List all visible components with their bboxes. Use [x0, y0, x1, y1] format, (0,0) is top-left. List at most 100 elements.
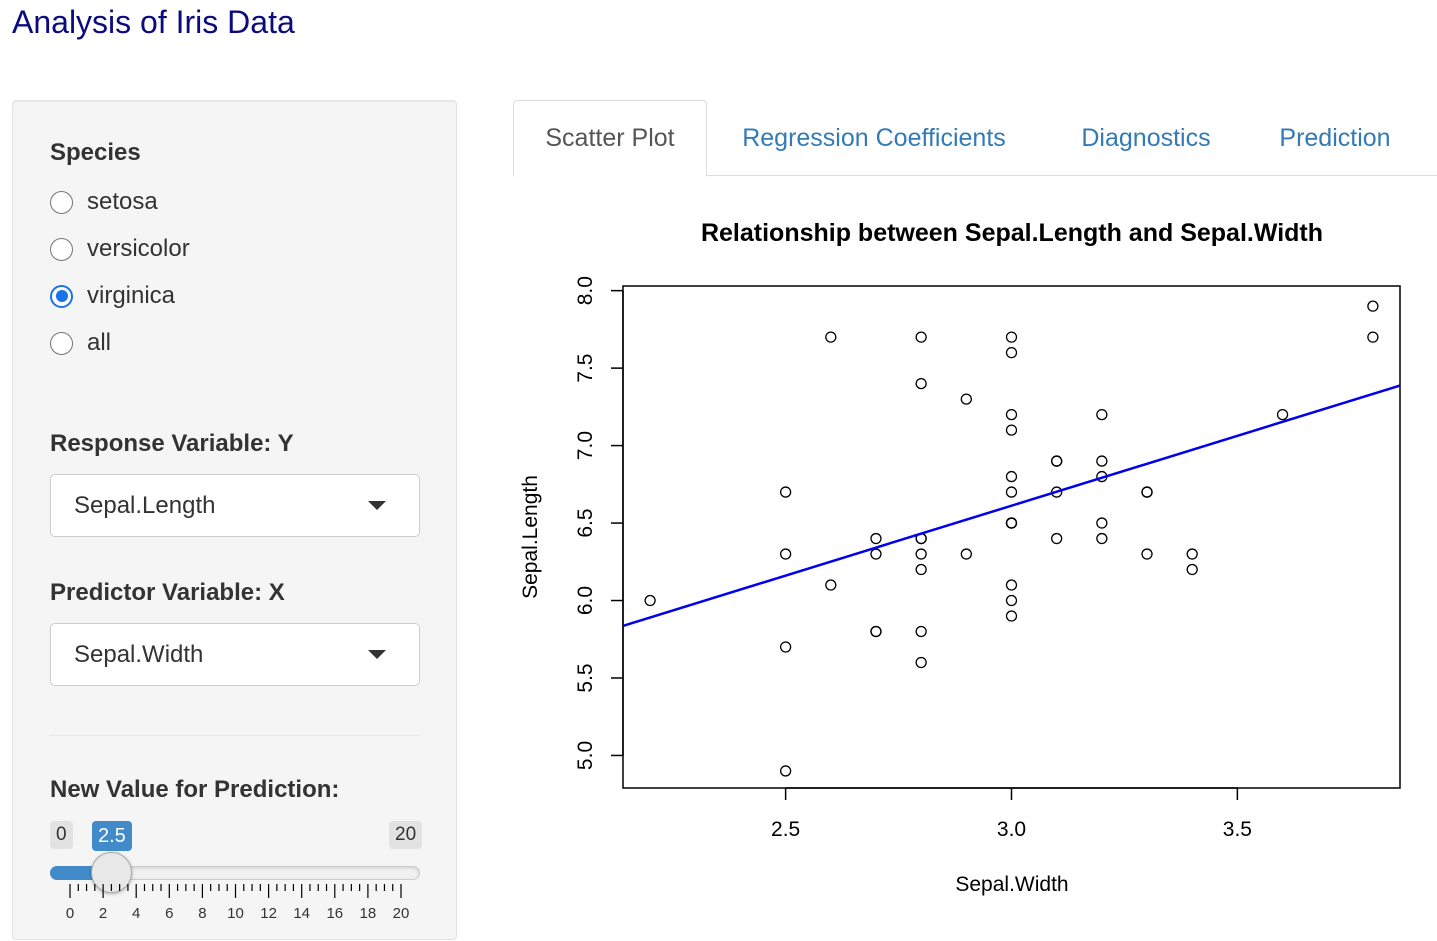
tab-scatter-plot[interactable]: Scatter Plot — [513, 100, 707, 177]
predictor-variable-label: Predictor Variable: X — [50, 579, 285, 606]
data-point — [825, 331, 837, 343]
slider-tick-label: 8 — [198, 905, 207, 922]
slider-tick-label: 14 — [293, 905, 311, 922]
radio-button-icon[interactable] — [50, 331, 73, 355]
y-tick-label: 6.5 — [574, 508, 597, 537]
x-tick-label: 3.5 — [1223, 818, 1252, 841]
data-point — [779, 486, 792, 498]
data-point — [915, 377, 927, 390]
section-divider — [50, 735, 420, 736]
tab-bar: Scatter Plot Regression Coefficients Dia… — [513, 100, 1437, 177]
slider-tick-label: 18 — [359, 905, 377, 922]
data-point — [915, 656, 927, 669]
slider-tick-label: 4 — [132, 905, 141, 922]
y-tick-label: 7.0 — [574, 431, 597, 460]
y-tick-label: 5.0 — [574, 741, 597, 770]
caret-down-icon[interactable] — [368, 650, 386, 659]
data-point — [779, 641, 792, 653]
radio-button-checked-icon[interactable] — [50, 284, 73, 308]
data-point — [1096, 455, 1108, 467]
data-point — [1186, 563, 1198, 576]
slider-tick-label: 6 — [165, 905, 174, 922]
tab-prediction[interactable]: Prediction — [1279, 123, 1391, 152]
response-variable-select[interactable]: Sepal.Length — [50, 474, 420, 537]
slider-tick-label: 2 — [98, 905, 108, 922]
data-point — [1141, 486, 1153, 498]
data-point — [870, 625, 882, 638]
radio-setosa[interactable]: setosa — [50, 187, 158, 217]
radio-label: versicolor — [87, 235, 190, 262]
radio-label: virginica — [87, 282, 176, 309]
data-point — [779, 548, 792, 560]
data-point — [960, 393, 972, 405]
response-variable-label: Response Variable: Y — [50, 430, 294, 457]
data-point — [1096, 517, 1108, 529]
data-point — [915, 625, 927, 638]
data-point — [915, 563, 927, 576]
data-point — [644, 594, 656, 607]
radio-all[interactable]: all — [50, 328, 111, 358]
data-point — [1005, 470, 1018, 483]
slider-ticks — [69, 884, 402, 898]
data-point — [1005, 331, 1018, 343]
predictor-variable-select[interactable]: Sepal.Width — [50, 623, 420, 686]
data-point — [1367, 331, 1379, 343]
slider-tick-label: 0 — [65, 905, 75, 922]
y-axis-label: Sepal.Length — [519, 475, 542, 599]
slider-tick-label: 20 — [392, 905, 410, 922]
data-point — [1096, 408, 1108, 421]
radio-label: setosa — [87, 188, 158, 215]
data-point — [1051, 455, 1063, 467]
app-title: Analysis of Iris Data — [12, 4, 295, 40]
data-point — [870, 532, 882, 545]
tab-regression-coefficients[interactable]: Regression Coefficients — [742, 123, 1006, 152]
data-point — [1096, 532, 1108, 545]
radio-button-icon[interactable] — [50, 190, 73, 214]
slider-tick-label: 10 — [227, 905, 244, 922]
slider-max-label: 20 — [389, 821, 423, 849]
radio-button-icon[interactable] — [50, 237, 73, 261]
sidebar-panel: Species setosa versicolor virginica all … — [12, 100, 457, 940]
slider-tick-label: 16 — [326, 905, 344, 922]
data-point — [1005, 408, 1018, 421]
data-point — [1005, 610, 1018, 622]
data-point — [960, 548, 972, 560]
data-point — [1367, 300, 1379, 312]
prediction-value-label: New Value for Prediction: — [50, 776, 340, 803]
data-point — [1005, 424, 1018, 436]
predictor-variable-value: Sepal.Width — [74, 640, 204, 668]
data-point — [1005, 486, 1018, 498]
data-point — [1005, 346, 1018, 359]
radio-virginica[interactable]: virginica — [50, 281, 175, 311]
data-point — [1141, 548, 1153, 560]
slider-value-label: 2.5 — [92, 821, 132, 851]
scatter-plot: Relationship between Sepal.Length and Se… — [519, 219, 1401, 896]
y-tick-label: 6.0 — [574, 586, 597, 615]
species-label: Species — [50, 139, 141, 166]
radio-versicolor[interactable]: versicolor — [50, 234, 190, 264]
data-point — [915, 331, 927, 343]
x-tick-label: 3.0 — [997, 818, 1026, 841]
data-point — [825, 579, 837, 591]
x-axis-label: Sepal.Width — [955, 873, 1068, 896]
slider-min-label: 0 — [50, 821, 73, 849]
slider-tick-label: 12 — [260, 905, 277, 922]
data-point — [1005, 579, 1018, 591]
response-variable-value: Sepal.Length — [74, 491, 216, 519]
y-tick-label: 7.5 — [574, 354, 597, 383]
chart-title: Relationship between Sepal.Length and Se… — [701, 219, 1323, 247]
radio-label: all — [87, 329, 112, 356]
data-point — [779, 765, 792, 777]
data-point — [1186, 548, 1198, 560]
plot-frame — [622, 285, 1401, 789]
y-tick-label: 8.0 — [574, 276, 597, 305]
caret-down-icon[interactable] — [368, 501, 386, 510]
data-point — [870, 548, 882, 560]
data-point — [1005, 517, 1018, 529]
tab-diagnostics[interactable]: Diagnostics — [1081, 123, 1211, 152]
regression-line — [622, 384, 1401, 628]
data-point — [915, 548, 927, 560]
y-tick-label: 5.5 — [574, 663, 597, 692]
data-point — [1005, 594, 1018, 607]
data-point — [1051, 532, 1063, 545]
